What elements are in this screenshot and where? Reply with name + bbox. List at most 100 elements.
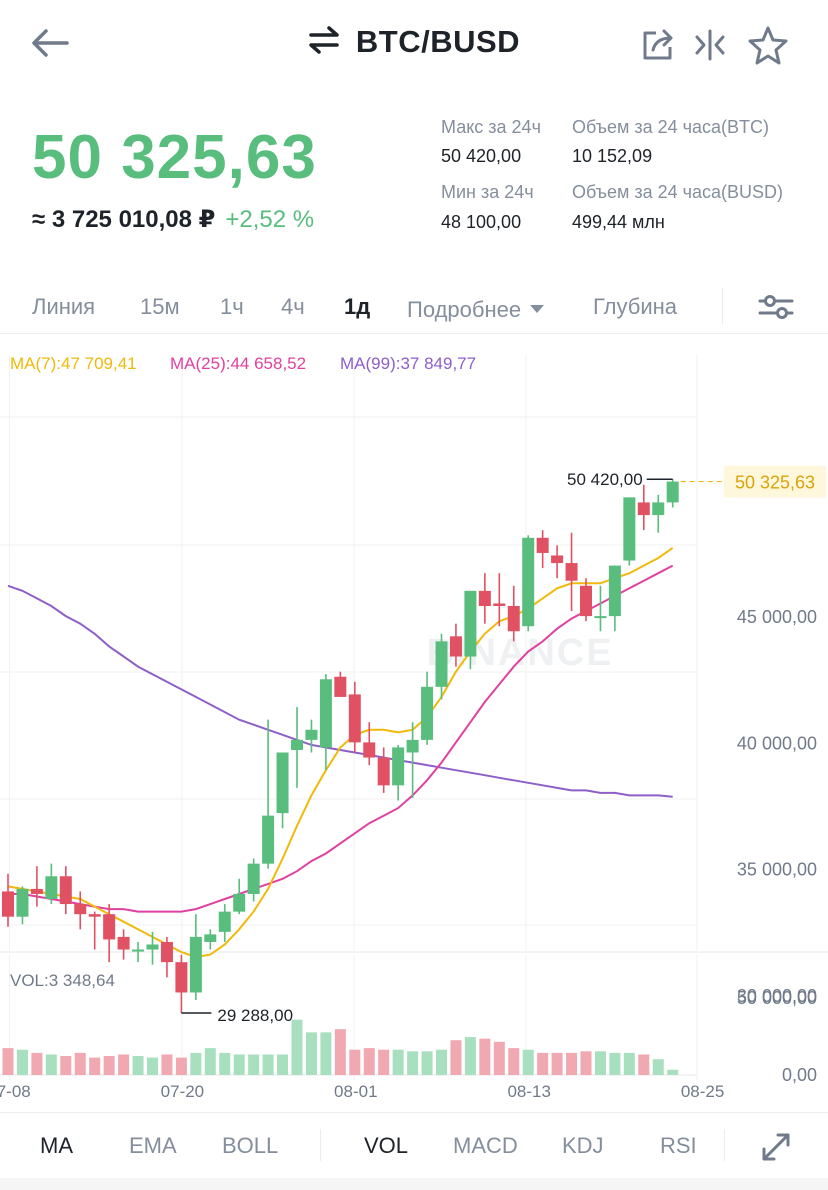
- high-marker-label: 50 420,00: [567, 470, 643, 489]
- volume-bar: [31, 1052, 43, 1075]
- volume-bar: [580, 1051, 592, 1075]
- volume-bar: [638, 1054, 650, 1075]
- indicator-divider-2: [724, 1129, 725, 1161]
- volume-bar: [60, 1056, 72, 1075]
- volume-bar: [551, 1052, 563, 1075]
- vol-btc-label: Объем за 24 часа(BTC): [572, 117, 770, 137]
- volume-bar: [594, 1051, 606, 1075]
- volume-bars: [2, 1019, 679, 1075]
- candle-down: [565, 563, 578, 581]
- vol-busd-value: 499,44 млн: [572, 212, 665, 232]
- volume-bar: [74, 1052, 86, 1075]
- compare-icon[interactable]: [692, 26, 728, 64]
- volume-bar: [161, 1054, 173, 1075]
- tab-ma[interactable]: MA: [40, 1133, 73, 1158]
- candle-down: [117, 936, 130, 950]
- volume-bar: [190, 1052, 202, 1075]
- volume-bar: [392, 1049, 404, 1075]
- price-tick-label: 45 000,00: [737, 607, 817, 627]
- tab-rsi[interactable]: RSI: [660, 1133, 697, 1158]
- candle-down: [334, 676, 347, 697]
- volume-bar: [262, 1054, 274, 1075]
- tab-vol[interactable]: VOL: [364, 1133, 409, 1158]
- low-value: 48 100,00: [441, 212, 522, 232]
- candle-up: [16, 888, 29, 917]
- tab-1h[interactable]: 1ч: [220, 294, 244, 319]
- candle-up: [522, 537, 535, 627]
- time-tick-label: 08-25: [681, 1082, 724, 1101]
- ma-lines: [7, 547, 674, 959]
- volume-bar: [45, 1054, 57, 1075]
- time-tick-label: 08-13: [507, 1082, 550, 1101]
- candle-up: [276, 752, 289, 814]
- tabs-divider: [722, 288, 723, 324]
- volume-bar: [248, 1054, 260, 1075]
- volume-tick-label: 0,00: [782, 1065, 817, 1085]
- candle-down: [637, 502, 650, 516]
- candle-down: [59, 876, 72, 905]
- back-arrow-icon[interactable]: [28, 26, 72, 60]
- volume-bar: [349, 1049, 361, 1075]
- high-value: 50 420,00: [441, 146, 522, 166]
- volume-bar: [464, 1037, 476, 1075]
- pair-title[interactable]: BTC/BUSD: [0, 24, 828, 63]
- ma25-legend: MA(25):44 658,52: [170, 354, 306, 373]
- volume-bar: [2, 1048, 14, 1075]
- tab-depth[interactable]: Глубина: [593, 294, 678, 319]
- fullscreen-icon[interactable]: [758, 1129, 794, 1165]
- candle-up: [262, 815, 275, 864]
- candle-down: [507, 605, 520, 632]
- candle-down: [478, 590, 491, 606]
- volume-bar: [175, 1057, 187, 1075]
- indicator-tabs: MA EMA BOLL VOL MACD KDJ RSI: [0, 1112, 828, 1178]
- volume-bar: [147, 1057, 158, 1075]
- volume-bar: [204, 1048, 216, 1075]
- candle-up: [652, 502, 665, 516]
- tab-1d[interactable]: 1д: [344, 294, 371, 319]
- volume-bar: [233, 1054, 245, 1075]
- ma25-line: [8, 564, 674, 913]
- time-tick-label: 07-08: [0, 1082, 31, 1101]
- volume-bar: [609, 1052, 621, 1075]
- vol-busd-label: Объем за 24 часа(BUSD): [572, 182, 784, 202]
- share-icon[interactable]: [638, 26, 678, 64]
- volume-bar: [291, 1019, 303, 1075]
- candle-up: [435, 641, 448, 687]
- settings-sliders-icon[interactable]: [756, 292, 796, 322]
- candle-up: [319, 679, 332, 748]
- volume-tick-label: 50 000,00: [737, 988, 817, 1008]
- candle-up: [406, 739, 419, 753]
- candle-down: [449, 636, 462, 657]
- volume-bar: [334, 1029, 346, 1075]
- tab-macd[interactable]: MACD: [453, 1133, 518, 1158]
- candle-up: [305, 729, 318, 740]
- candle-up: [623, 497, 636, 561]
- tab-line[interactable]: Линия: [32, 294, 96, 319]
- tab-ema[interactable]: EMA: [129, 1133, 177, 1158]
- candle-up: [291, 739, 303, 750]
- candle-down: [493, 603, 506, 606]
- volume-bar: [537, 1052, 549, 1075]
- header-bar: BTC/BUSD: [0, 0, 828, 92]
- candle-up: [464, 590, 477, 657]
- ma-legend: MA(7):47 709,41 MA(25):44 658,52 MA(99):37…: [10, 354, 476, 990]
- candle-up: [204, 934, 217, 942]
- tab-boll[interactable]: BOLL: [222, 1133, 279, 1158]
- last-price-label: 50 325,63: [735, 473, 815, 493]
- high-label: Макс за 24ч: [441, 117, 541, 137]
- ma99-legend: MA(99):37 849,77: [340, 354, 476, 373]
- tab-more[interactable]: Подробнее: [407, 294, 545, 323]
- candle-up: [247, 863, 260, 894]
- volume-bar: [89, 1057, 101, 1075]
- volume-bar: [436, 1049, 447, 1075]
- candle-down: [103, 914, 116, 940]
- tab-4h[interactable]: 4ч: [281, 294, 305, 319]
- candle-down: [88, 914, 101, 917]
- candles: [2, 479, 679, 1013]
- tab-kdj[interactable]: KDJ: [562, 1133, 604, 1158]
- star-icon[interactable]: [746, 24, 790, 66]
- candle-up: [421, 686, 434, 740]
- tab-15m[interactable]: 15м: [140, 294, 180, 319]
